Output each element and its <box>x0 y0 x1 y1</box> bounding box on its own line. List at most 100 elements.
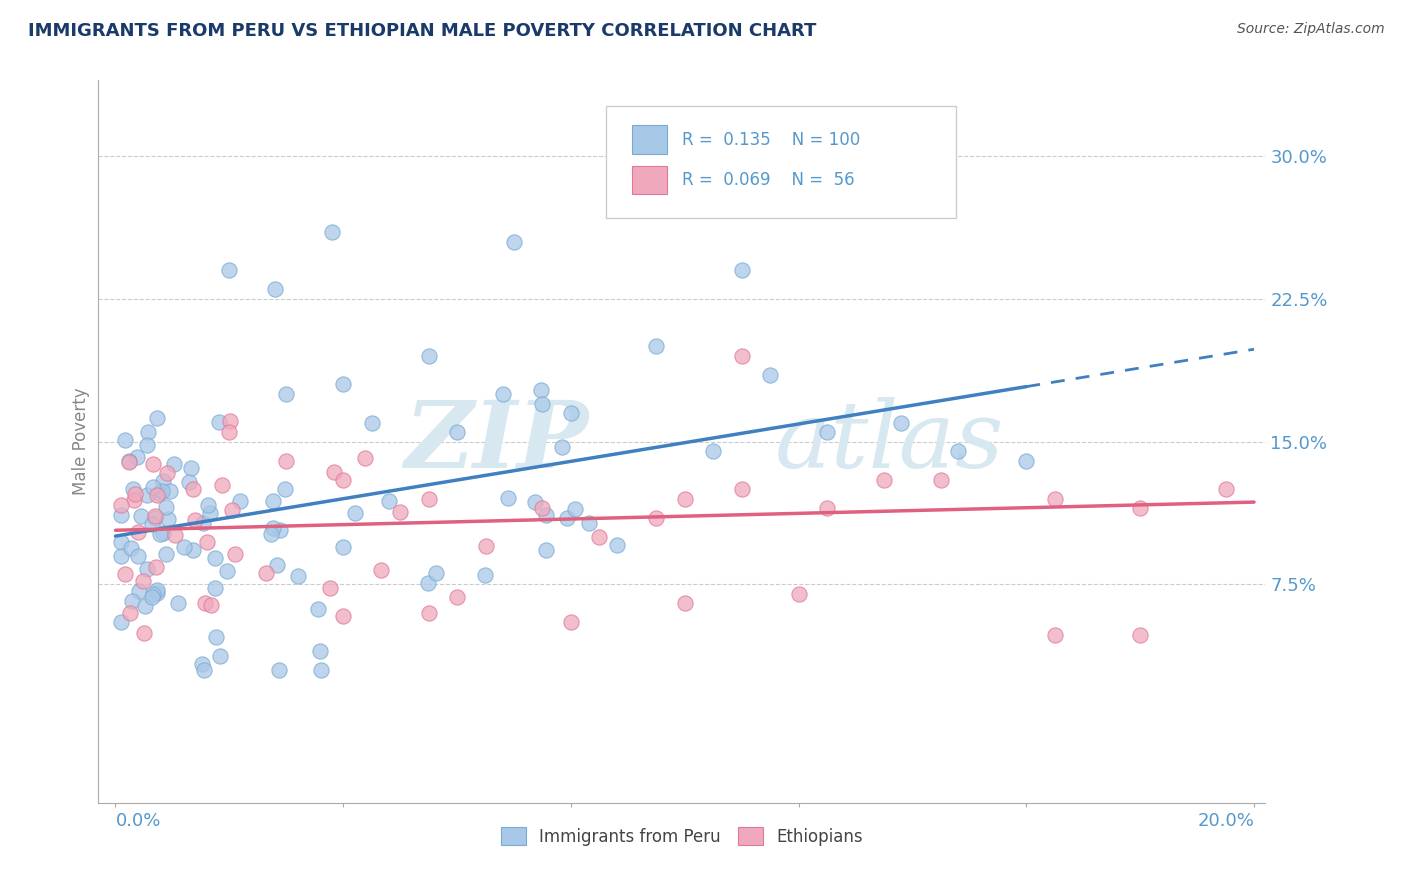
Point <box>269 523 291 537</box>
Point <box>929 197 952 211</box>
Point <box>446 591 468 605</box>
Point <box>360 416 382 430</box>
Point <box>136 488 159 502</box>
Point <box>354 450 377 465</box>
Point <box>134 599 156 614</box>
Point <box>269 663 291 677</box>
Point <box>134 625 156 640</box>
Point <box>560 615 582 630</box>
Point <box>121 594 143 608</box>
Point <box>145 586 167 600</box>
Y-axis label: Male Poverty: Male Poverty <box>72 388 90 495</box>
Point <box>929 473 952 487</box>
Point <box>1129 628 1152 642</box>
Point <box>560 406 582 420</box>
Point <box>204 581 226 595</box>
Point <box>332 473 354 487</box>
Point <box>143 510 166 524</box>
Point <box>194 596 217 610</box>
Point <box>389 504 412 518</box>
Text: atlas: atlas <box>775 397 1005 486</box>
Point <box>204 551 226 566</box>
Text: ZIP: ZIP <box>405 397 589 486</box>
Text: 20.0%: 20.0% <box>1197 813 1254 830</box>
Point <box>418 576 440 591</box>
Point <box>122 482 145 496</box>
Point <box>673 491 696 506</box>
Point <box>332 377 354 392</box>
Point <box>1015 453 1038 467</box>
Point <box>319 581 342 595</box>
Point <box>578 516 600 531</box>
Point <box>523 495 546 509</box>
Point <box>344 506 367 520</box>
Point <box>491 387 513 401</box>
Point <box>787 587 810 601</box>
Point <box>309 663 332 677</box>
Point <box>496 491 519 506</box>
Point <box>142 480 165 494</box>
Point <box>474 568 496 582</box>
Point <box>159 484 181 499</box>
Point <box>418 491 440 506</box>
Point <box>129 508 152 523</box>
Point <box>195 534 218 549</box>
Point <box>135 562 157 576</box>
Point <box>183 513 205 527</box>
Point <box>181 542 204 557</box>
Point <box>150 484 173 499</box>
Point <box>143 509 166 524</box>
Point <box>555 511 578 525</box>
Text: IMMIGRANTS FROM PERU VS ETHIOPIAN MALE POVERTY CORRELATION CHART: IMMIGRANTS FROM PERU VS ETHIOPIAN MALE P… <box>28 22 817 40</box>
Point <box>127 549 149 563</box>
Point <box>1129 501 1152 516</box>
Point <box>731 263 754 277</box>
Point <box>125 450 148 465</box>
Point <box>110 534 132 549</box>
Point <box>702 444 724 458</box>
Point <box>276 387 298 401</box>
Point <box>181 482 204 496</box>
Point <box>218 263 240 277</box>
Point <box>118 454 141 468</box>
Text: 0.0%: 0.0% <box>115 813 160 830</box>
Point <box>141 516 163 531</box>
Point <box>588 530 610 544</box>
Point <box>142 587 165 601</box>
Point <box>180 460 202 475</box>
Point <box>1043 491 1066 506</box>
Text: R =  0.069    N =  56: R = 0.069 N = 56 <box>682 171 855 189</box>
Point <box>425 566 447 580</box>
Point <box>208 415 231 429</box>
Point <box>110 549 132 564</box>
Point <box>149 526 172 541</box>
Point <box>645 339 668 353</box>
Point <box>418 606 440 620</box>
Point <box>136 425 159 439</box>
Point <box>287 569 309 583</box>
Point <box>645 510 668 524</box>
Point <box>224 548 246 562</box>
Point <box>205 630 228 644</box>
Point <box>163 527 186 541</box>
Point <box>136 438 159 452</box>
Text: R =  0.135    N = 100: R = 0.135 N = 100 <box>682 130 860 149</box>
Point <box>142 457 165 471</box>
Point <box>731 349 754 363</box>
Point <box>264 282 287 296</box>
Point <box>200 506 222 520</box>
Point <box>157 512 180 526</box>
Legend: Immigrants from Peru, Ethiopians: Immigrants from Peru, Ethiopians <box>495 821 869 852</box>
Point <box>110 508 132 522</box>
Point <box>474 539 496 553</box>
Point <box>167 595 190 609</box>
Point <box>564 502 586 516</box>
Point <box>946 444 969 458</box>
Point <box>309 644 332 658</box>
Point <box>370 563 392 577</box>
FancyBboxPatch shape <box>631 166 666 194</box>
Point <box>673 596 696 610</box>
Point <box>276 453 298 467</box>
Point <box>446 425 468 439</box>
FancyBboxPatch shape <box>606 105 956 218</box>
